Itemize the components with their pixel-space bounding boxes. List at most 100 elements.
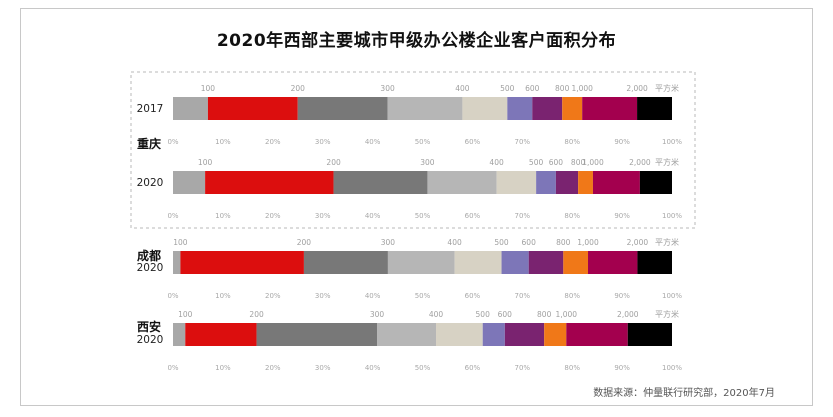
percent-tick: 60% [465,212,481,220]
bar-segment [588,251,638,274]
unit-label: 平方米 [655,309,679,319]
bar-segment [566,323,628,346]
source-note: 数据来源：仲量联行研究部，2020年7月 [593,388,775,399]
bar-segment [496,171,537,194]
year-label: 2020 [137,262,164,274]
percent-tick: 70% [515,292,531,300]
size-label: 600 [522,238,537,247]
unit-label: 平方米 [655,157,679,167]
bar-segment [185,323,257,346]
bar-segment [303,251,388,274]
bar-segment [207,97,298,120]
size-label: 2,000 [617,310,639,319]
percent-tick: 10% [215,212,231,220]
bar-segment [501,251,529,274]
size-label: 2,000 [629,158,651,167]
bar-segment [173,323,186,346]
size-label: 200 [297,238,312,247]
bar-segment [173,97,208,120]
bar-segment [387,97,463,120]
size-label: 800 [555,84,570,93]
unit-label: 平方米 [655,237,679,247]
percent-tick: 10% [215,292,231,300]
percent-tick: 80% [564,138,580,146]
percent-tick: 30% [315,292,331,300]
bar-segment [427,171,497,194]
bar-segment [436,323,483,346]
size-label: 100 [178,310,193,319]
bar-segment [333,171,428,194]
year-label: 2017 [137,103,164,115]
bar-segment [637,251,672,274]
percent-tick: 20% [265,364,281,372]
size-label: 800 [537,310,552,319]
percent-tick: 0% [167,212,178,220]
size-label: 500 [476,310,491,319]
percent-tick: 70% [515,212,531,220]
size-label: 400 [447,238,462,247]
size-label: 500 [494,238,509,247]
percent-tick: 0% [167,138,178,146]
percent-tick: 20% [265,138,281,146]
percent-tick: 90% [614,138,630,146]
size-label: 600 [525,84,540,93]
size-label: 1,000 [571,84,593,93]
percent-tick: 10% [215,138,231,146]
percent-tick: 50% [415,212,431,220]
size-label: 1,000 [556,310,578,319]
bar-segment [578,171,593,194]
bar-segment [563,251,589,274]
size-label: 600 [498,310,513,319]
size-label: 500 [500,84,515,93]
bar-segment [173,251,181,274]
percent-tick: 100% [662,138,682,146]
percent-tick: 0% [167,364,178,372]
percent-tick: 30% [315,138,331,146]
size-label: 100 [198,158,213,167]
size-label: 1,000 [582,158,604,167]
bar-segment [256,323,378,346]
percent-tick: 100% [662,364,682,372]
percent-tick: 50% [415,364,431,372]
percent-tick: 90% [614,292,630,300]
year-label: 2020 [137,334,164,346]
bar-segment [562,97,583,120]
percent-tick: 90% [614,364,630,372]
bar-segment [544,323,567,346]
percent-tick: 40% [365,292,381,300]
percent-tick: 40% [365,364,381,372]
size-label: 400 [429,310,444,319]
percent-tick: 90% [614,212,630,220]
percent-tick: 80% [564,364,580,372]
bar-segment [462,97,508,120]
percent-tick: 40% [365,212,381,220]
size-label: 200 [326,158,341,167]
percent-tick: 70% [515,138,531,146]
unit-label: 平方米 [655,83,679,93]
size-label: 400 [455,84,470,93]
size-label: 300 [420,158,435,167]
size-label: 100 [201,84,216,93]
bar-segment [482,323,505,346]
bar-segment [387,251,455,274]
bar-segment [454,251,502,274]
size-label: 2,000 [627,238,649,247]
percent-tick: 0% [167,292,178,300]
bar-segment [173,171,206,194]
percent-tick: 50% [415,138,431,146]
city-label: 西安 [137,319,161,334]
percent-tick: 60% [465,292,481,300]
percent-tick: 70% [515,364,531,372]
size-label: 2,000 [626,84,648,93]
city-label: 成都 [137,248,161,263]
size-label: 1,000 [577,238,599,247]
percent-tick: 100% [662,292,682,300]
percent-tick: 20% [265,292,281,300]
bar-segment [637,97,672,120]
bar-segment [507,97,533,120]
bar-segment [627,323,672,346]
percent-tick: 100% [662,212,682,220]
size-label: 300 [370,310,385,319]
bar-segment [180,251,304,274]
